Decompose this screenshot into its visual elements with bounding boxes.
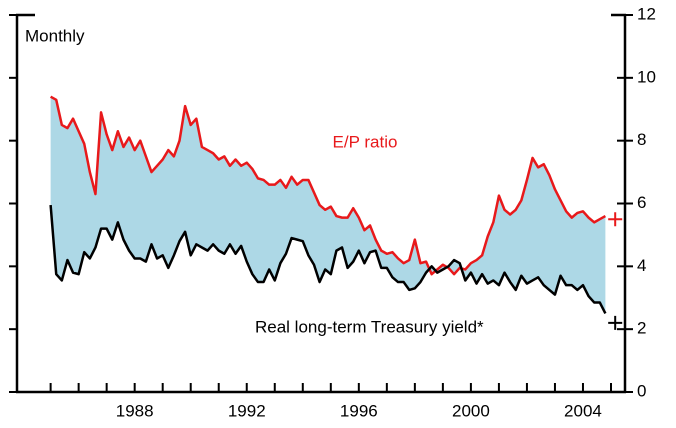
- y-tick-label: 2: [637, 319, 646, 338]
- y-tick-label: 10: [637, 67, 656, 86]
- series-label: E/P ratio: [333, 132, 398, 151]
- frequency-note: Monthly: [25, 26, 85, 45]
- x-tick-label: 1988: [116, 401, 154, 420]
- y-tick-label: 0: [637, 381, 646, 400]
- y-tick-label: 4: [637, 256, 646, 275]
- latest-marker: [608, 212, 623, 227]
- x-tick-label: 1992: [228, 401, 266, 420]
- spread-area: [50, 96, 606, 314]
- y-tick-label: 12: [637, 4, 656, 23]
- x-tick-label: 2000: [452, 401, 490, 420]
- series-label: Real long-term Treasury yield*: [255, 317, 484, 336]
- series-line: [50, 95, 606, 276]
- series-line: [49, 204, 607, 315]
- x-tick-label: 2004: [564, 401, 602, 420]
- y-tick-label: 8: [637, 130, 646, 149]
- latest-marker: [608, 315, 623, 330]
- x-tick-label: 1996: [340, 401, 378, 420]
- y-tick-label: 6: [637, 193, 646, 212]
